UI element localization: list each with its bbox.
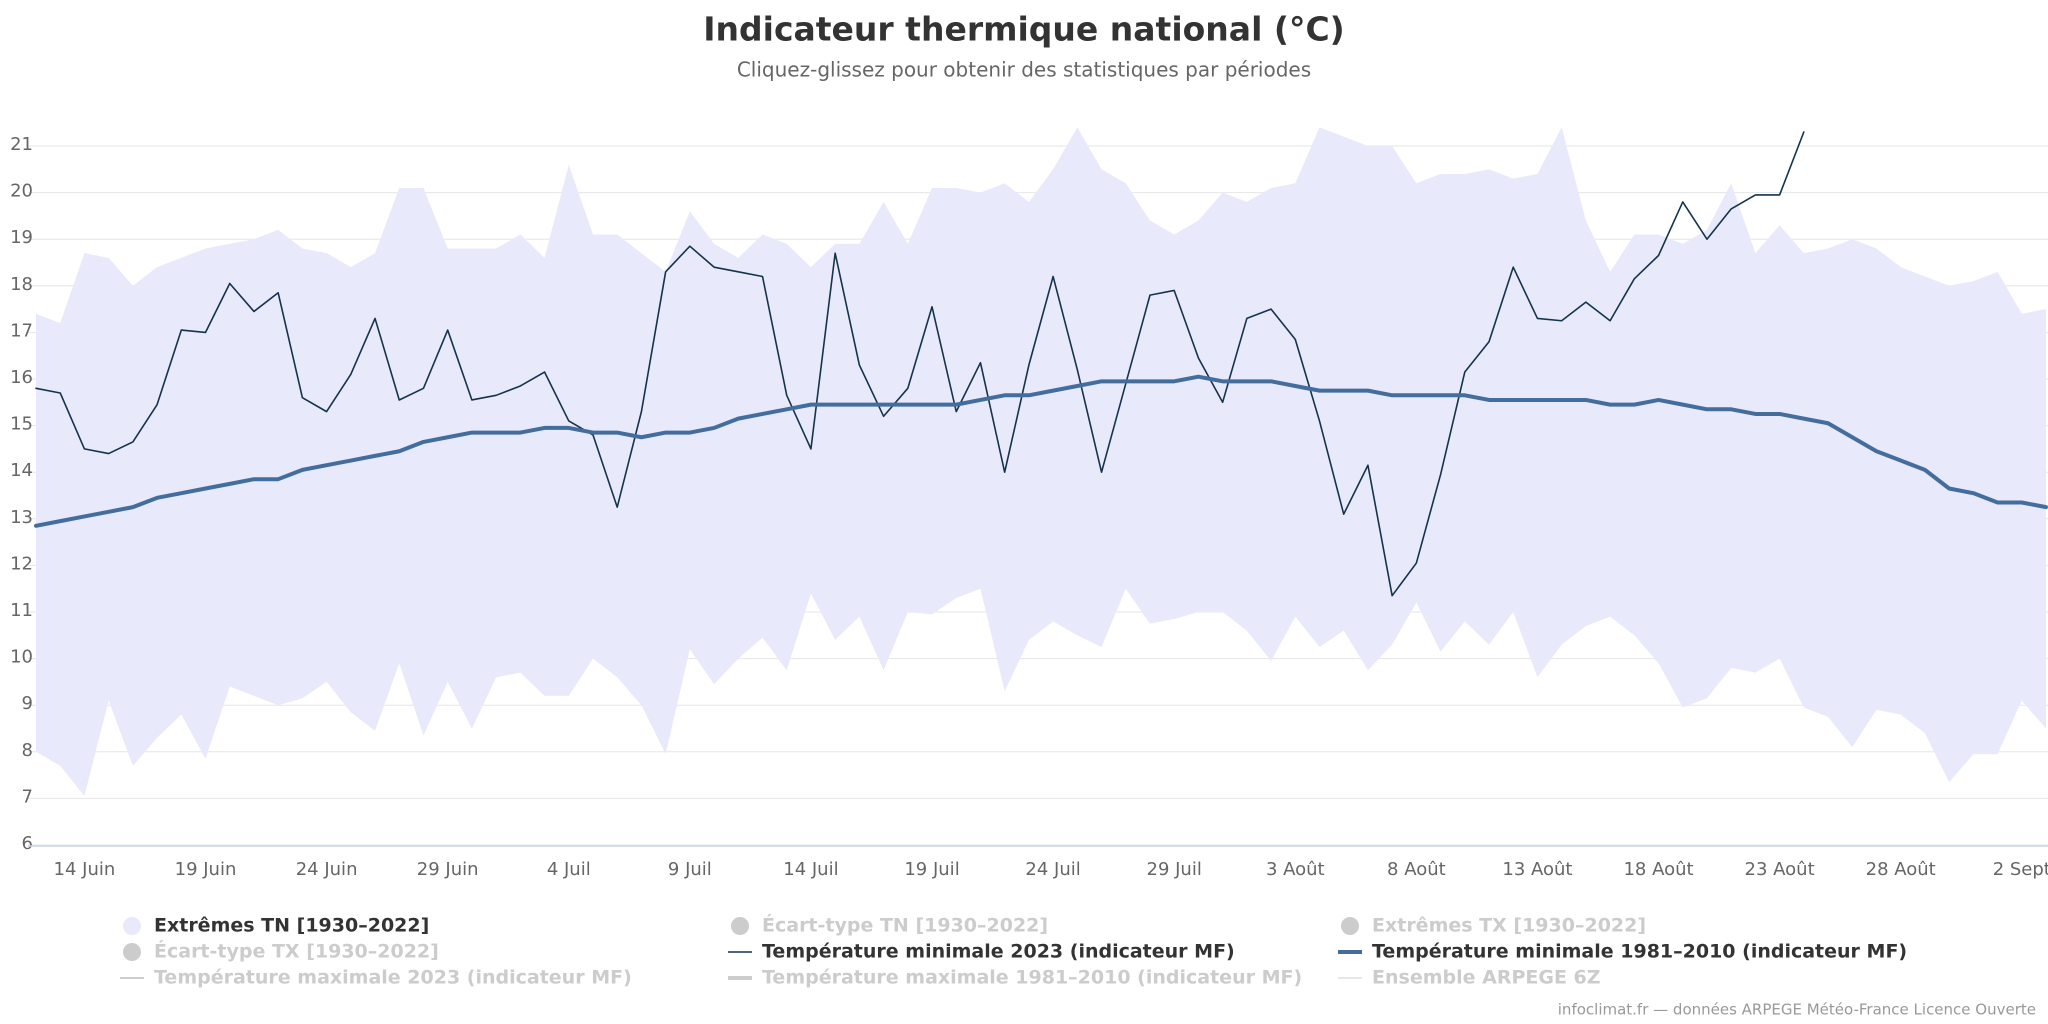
legend-label: Température maximale 2023 (indicateur MF… (154, 967, 632, 989)
line-series (35, 131, 1805, 597)
y-tick-label: 16 (10, 367, 33, 388)
x-tick-label: 29 Juin (417, 859, 479, 880)
x-tick-label: 3 Août (1266, 859, 1325, 880)
y-tick-label: 9 (22, 693, 33, 714)
legend-symbol (731, 917, 749, 935)
y-tick-label: 19 (10, 227, 33, 248)
y-tick-label: 15 (10, 414, 33, 435)
x-tick-label: 19 Juil (904, 859, 959, 880)
legend-symbol (123, 917, 141, 935)
y-tick-label: 12 (10, 553, 33, 574)
y-tick-label: 14 (10, 460, 33, 481)
legend-label: Température maximale 1981–2010 (indicate… (762, 967, 1302, 989)
x-tick-label: 2 Sept (1993, 859, 2048, 880)
y-tick-label: 11 (10, 600, 33, 621)
x-tick-label: 4 Juil (547, 859, 591, 880)
x-tick-label: 18 Août (1623, 859, 1693, 880)
y-tick-label: 21 (10, 134, 33, 155)
legend-symbol (123, 943, 141, 961)
y-tick-label: 17 (10, 320, 33, 341)
chart-subtitle: Cliquez-glissez pour obtenir des statist… (737, 58, 1311, 82)
legend-label: Température minimale 1981–2010 (indicate… (1372, 941, 1907, 963)
y-tick-label: 10 (10, 647, 33, 668)
legend-label: Ensemble ARPEGE 6Z (1372, 967, 1601, 989)
y-tick-label: 8 (22, 740, 33, 761)
x-tick-label: 23 Août (1745, 859, 1815, 880)
legend-label: Écart-type TX [1930–2022] (154, 940, 439, 963)
x-tick-label: 24 Juil (1025, 859, 1080, 880)
chart-title: Indicateur thermique national (°C) (703, 10, 1345, 49)
y-tick-label: 20 (10, 181, 33, 202)
y-tick-label: 7 (22, 786, 33, 807)
y-tick-label: 18 (10, 274, 33, 295)
legend-label: Écart-type TN [1930–2022] (762, 914, 1048, 937)
legend-label: Extrêmes TN [1930–2022] (154, 915, 429, 937)
x-tick-label: 9 Juil (668, 859, 712, 880)
x-tick-label: 19 Juin (175, 859, 237, 880)
x-tick-label: 24 Juin (296, 859, 358, 880)
legend-label: Extrêmes TX [1930–2022] (1372, 915, 1646, 937)
x-tick-label: 14 Juil (783, 859, 838, 880)
line-series (34, 374, 2048, 528)
x-tick-label: 29 Juil (1147, 859, 1202, 880)
y-tick-label: 6 (22, 833, 33, 854)
range-area (36, 127, 2046, 797)
x-tick-label: 13 Août (1502, 859, 1572, 880)
y-tick-label: 13 (10, 507, 33, 528)
x-tick-label: 28 Août (1866, 859, 1936, 880)
legend-symbol (1341, 917, 1359, 935)
legend-label: Température minimale 2023 (indicateur MF… (762, 941, 1235, 963)
x-tick-label: 14 Juin (54, 859, 116, 880)
x-tick-label: 8 Août (1387, 859, 1446, 880)
credits: infoclimat.fr — données ARPEGE Météo-Fra… (1558, 1001, 2036, 1019)
